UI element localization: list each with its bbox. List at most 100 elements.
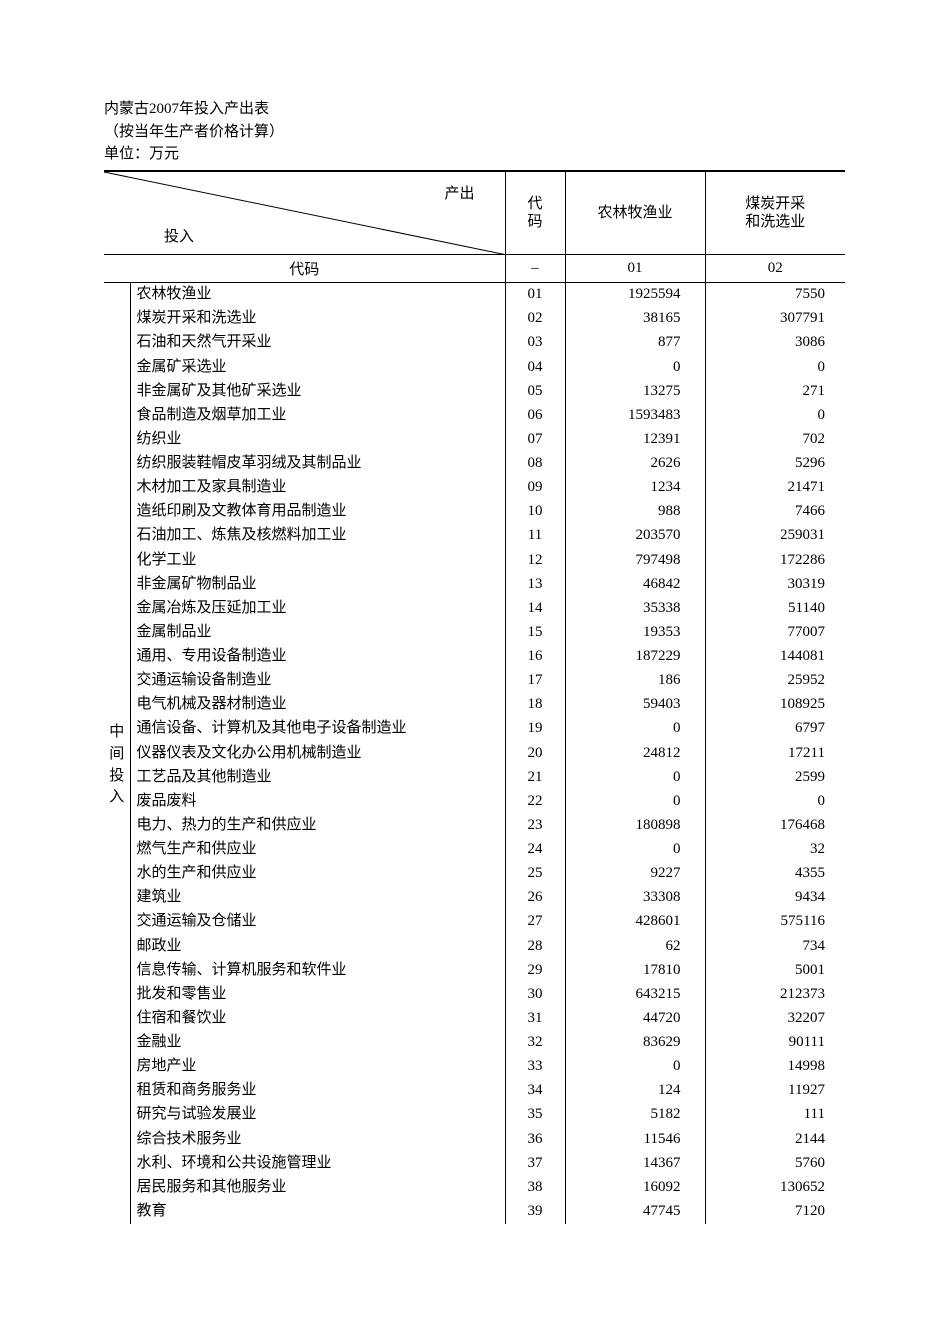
row-value: 186	[565, 669, 705, 693]
row-code: 19	[505, 717, 565, 741]
row-name: 化学工业	[130, 548, 505, 572]
row-value: 0	[565, 1055, 705, 1079]
row-value: 0	[565, 838, 705, 862]
title-block: 内蒙古2007年投入产出表 （按当年生产者价格计算） 单位：万元	[104, 98, 845, 166]
row-name: 通信设备、计算机及其他电子设备制造业	[130, 717, 505, 741]
row-value: 0	[565, 355, 705, 379]
row-value: 1234	[565, 476, 705, 500]
header-table: 产出 投入 代 码 农林牧渔业 煤炭开采 和洗选业 代码 – 01 02	[104, 170, 845, 284]
row-name: 石油加工、炼焦及核燃料加工业	[130, 524, 505, 548]
row-code: 13	[505, 573, 565, 597]
row-value: 90111	[705, 1031, 845, 1055]
table-row: 邮政业2862734	[104, 934, 845, 958]
row-value: 9434	[705, 886, 845, 910]
row-name: 住宿和餐饮业	[130, 1007, 505, 1031]
row-value: 9227	[565, 862, 705, 886]
row-value: 797498	[565, 548, 705, 572]
table-row: 非金属矿及其他矿采选业0513275271	[104, 380, 845, 404]
row-name: 纺织业	[130, 428, 505, 452]
row-name: 金属制品业	[130, 621, 505, 645]
row-value: 130652	[705, 1176, 845, 1200]
table-row: 食品制造及烟草加工业0615934830	[104, 404, 845, 428]
row-value: 0	[705, 790, 845, 814]
table-row: 研究与试验发展业355182111	[104, 1103, 845, 1127]
row-value: 25952	[705, 669, 845, 693]
table-row: 教育39477457120	[104, 1200, 845, 1224]
row-value: 77007	[705, 621, 845, 645]
table-row: 纺织业0712391702	[104, 428, 845, 452]
table-row: 废品废料2200	[104, 790, 845, 814]
row-value: 111	[705, 1103, 845, 1127]
row-code: 32	[505, 1031, 565, 1055]
table-row: 建筑业26333089434	[104, 886, 845, 910]
table-row: 金属矿采选业0400	[104, 355, 845, 379]
row-value: 271	[705, 380, 845, 404]
row-value: 172286	[705, 548, 845, 572]
row-code: 01	[505, 283, 565, 307]
row-name: 水的生产和供应业	[130, 862, 505, 886]
row-value: 124	[565, 1079, 705, 1103]
row-code: 34	[505, 1079, 565, 1103]
column-code: 01	[565, 255, 705, 283]
table-row: 工艺品及其他制造业2102599	[104, 766, 845, 790]
row-code: 11	[505, 524, 565, 548]
row-value: 212373	[705, 983, 845, 1007]
row-value: 877	[565, 331, 705, 355]
row-code: 22	[505, 790, 565, 814]
row-value: 2599	[705, 766, 845, 790]
table-row: 交通运输及仓储业27428601575116	[104, 910, 845, 934]
row-name: 非金属矿及其他矿采选业	[130, 380, 505, 404]
row-value: 2144	[705, 1127, 845, 1151]
row-name: 交通运输设备制造业	[130, 669, 505, 693]
row-value: 83629	[565, 1031, 705, 1055]
row-value: 259031	[705, 524, 845, 548]
row-value: 46842	[565, 573, 705, 597]
row-value: 0	[565, 790, 705, 814]
row-name: 农林牧渔业	[130, 283, 505, 307]
row-code: 27	[505, 910, 565, 934]
row-value: 5001	[705, 959, 845, 983]
table-row: 煤炭开采和洗选业0238165307791	[104, 307, 845, 331]
table-row: 交通运输设备制造业1718625952	[104, 669, 845, 693]
row-value: 44720	[565, 1007, 705, 1031]
header-output-label: 产出	[444, 182, 474, 203]
row-value: 203570	[565, 524, 705, 548]
column-header: 农林牧渔业	[565, 171, 705, 255]
row-value: 7466	[705, 500, 845, 524]
row-name: 电力、热力的生产和供应业	[130, 814, 505, 838]
table-row: 信息传输、计算机服务和软件业29178105001	[104, 959, 845, 983]
side-label: 中间投入	[104, 717, 130, 814]
row-name: 批发和零售业	[130, 983, 505, 1007]
codes-row: 代码 – 01 02	[104, 255, 845, 283]
data-table: 农林牧渔业0119255947550煤炭开采和洗选业0238165307791石…	[104, 283, 845, 1224]
row-value: 5760	[705, 1152, 845, 1176]
row-name: 工艺品及其他制造业	[130, 766, 505, 790]
table-row: 水的生产和供应业2592274355	[104, 862, 845, 886]
row-name: 租赁和商务服务业	[130, 1079, 505, 1103]
row-value: 108925	[705, 693, 845, 717]
table-row: 造纸印刷及文教体育用品制造业109887466	[104, 500, 845, 524]
table-row: 化学工业12797498172286	[104, 548, 845, 572]
table-row: 石油和天然气开采业038773086	[104, 331, 845, 355]
row-value: 144081	[705, 645, 845, 669]
row-name: 金属矿采选业	[130, 355, 505, 379]
row-name: 教育	[130, 1200, 505, 1224]
row-name: 交通运输及仓储业	[130, 910, 505, 934]
row-value: 307791	[705, 307, 845, 331]
row-code: 17	[505, 669, 565, 693]
row-name: 居民服务和其他服务业	[130, 1176, 505, 1200]
row-value: 21471	[705, 476, 845, 500]
row-code: 21	[505, 766, 565, 790]
row-code: 25	[505, 862, 565, 886]
table-row: 住宿和餐饮业314472032207	[104, 1007, 845, 1031]
row-value: 35338	[565, 597, 705, 621]
table-row: 木材加工及家具制造业09123421471	[104, 476, 845, 500]
row-code: 12	[505, 548, 565, 572]
row-value: 32207	[705, 1007, 845, 1031]
row-name: 金属冶炼及压延加工业	[130, 597, 505, 621]
table-row: 水利、环境和公共设施管理业37143675760	[104, 1152, 845, 1176]
table-row: 农林牧渔业0119255947550	[104, 283, 845, 307]
row-value: 3086	[705, 331, 845, 355]
row-name: 综合技术服务业	[130, 1127, 505, 1151]
row-value: 11546	[565, 1127, 705, 1151]
